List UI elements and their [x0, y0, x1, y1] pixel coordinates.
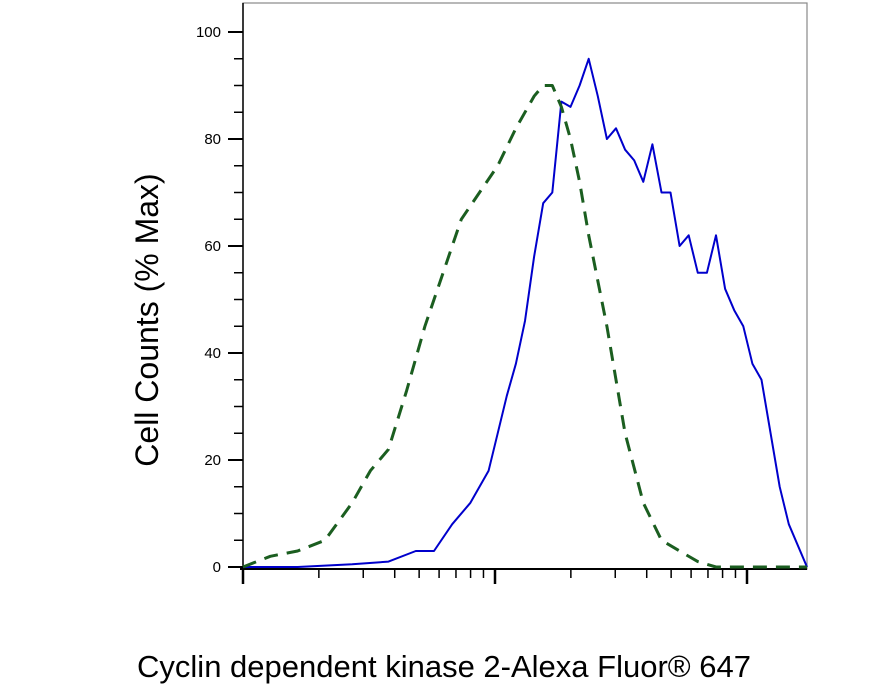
y-tick-label: 20: [204, 452, 221, 469]
plot-frame: [242, 2, 808, 570]
control-histogram-line: [242, 84, 807, 569]
y-tick-label: 0: [213, 559, 221, 576]
y-tick-label: 40: [204, 345, 221, 362]
x-axis-title: Cyclin dependent kinase 2-Alexa Fluor® 6…: [137, 649, 751, 684]
y-axis-title: Cell Counts (% Max): [129, 173, 165, 466]
y-tick-label: 80: [204, 131, 221, 148]
stained-histogram-line: [243, 57, 808, 568]
y-tick-label: 100: [196, 24, 221, 41]
y-tick-label: 60: [204, 238, 221, 255]
